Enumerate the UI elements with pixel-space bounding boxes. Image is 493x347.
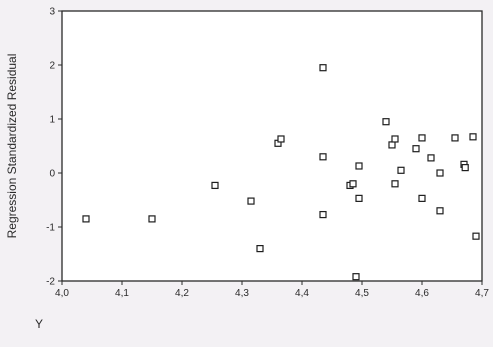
data-point [319,210,327,219]
y-tick-label: 0 [49,169,55,180]
x-tick-label: 4,3 [235,288,249,299]
data-point [256,245,264,253]
x-tick-label: 4,6 [415,288,429,299]
data-point [382,118,390,126]
x-tick-label: 4,5 [355,288,369,299]
x-tick-label: 4,7 [475,288,489,299]
x-tick-label: 4,0 [55,288,69,299]
y-tick-label: 2 [49,61,55,72]
y-tick-label: 3 [49,7,55,18]
data-point [319,153,327,161]
data-points [82,64,480,281]
x-tick-label: 4,1 [115,288,129,299]
data-point [277,135,285,143]
x-tick-label: 4,2 [175,288,189,299]
data-point [469,133,477,141]
y-tick-label: -1 [46,223,55,234]
data-point [472,232,480,240]
data-point [388,141,396,149]
y-tick-label: -2 [46,277,55,288]
data-point [397,166,405,174]
data-point [391,135,399,143]
data-point [355,162,363,170]
data-point [319,64,327,72]
data-point [461,164,469,172]
data-point [427,154,435,162]
plot-area [61,10,483,282]
data-point [436,207,444,215]
x-tick-label: 4,4 [295,288,309,299]
data-point [82,215,90,223]
data-point [391,180,399,188]
data-point [148,215,156,223]
x-axis-label: Y [35,317,43,331]
data-point [247,197,255,205]
data-point [412,145,420,153]
data-point [418,194,426,202]
data-point [436,169,444,177]
axis-ticks: 4,0 4,1 4,2 4,3 4,4 4,5 4,6 4,7 3 2 1 0 -1 -2 [46,7,489,300]
data-point [349,180,357,188]
y-tick-label: 1 [49,115,55,126]
data-point [355,194,363,202]
data-point [211,181,219,190]
y-axis-label: Regression Standardized Residual [5,54,19,239]
data-point [352,273,360,281]
data-point [451,134,459,142]
data-point [418,134,426,142]
